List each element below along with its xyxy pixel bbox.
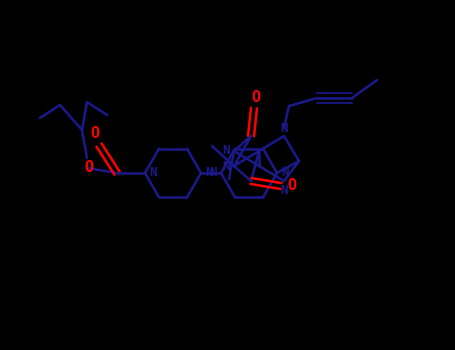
Text: O: O [288, 178, 297, 194]
Text: N: N [149, 167, 157, 180]
Text: N: N [209, 167, 217, 180]
Text: N: N [205, 167, 213, 180]
Text: N: N [222, 160, 230, 173]
Text: O: O [252, 90, 261, 105]
Text: N: N [280, 121, 288, 134]
Text: O: O [85, 161, 94, 175]
Text: N: N [222, 145, 230, 158]
Text: N: N [280, 184, 288, 197]
Text: N: N [281, 167, 289, 180]
Text: O: O [91, 126, 100, 141]
